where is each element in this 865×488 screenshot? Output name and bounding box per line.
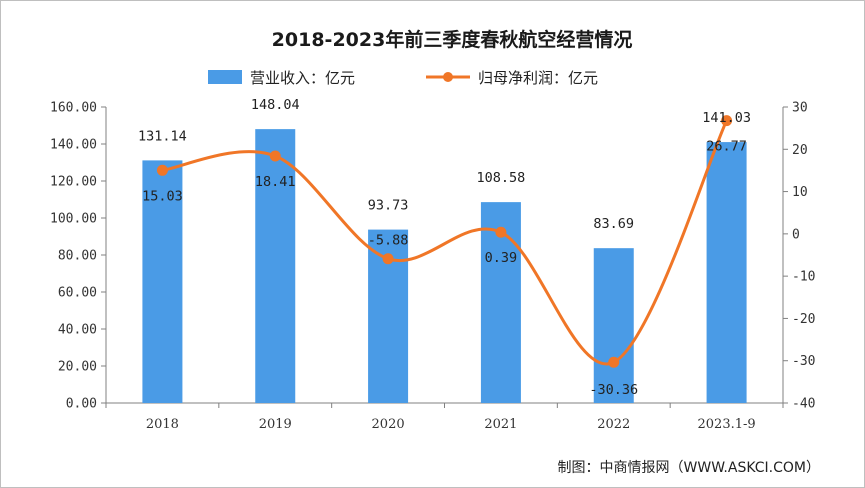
bars <box>142 129 747 404</box>
axes: 0.00 20.00 40.00 60.00 80.00 100.00 120.00 140.… <box>50 101 815 433</box>
revenue-bar <box>593 248 634 403</box>
profit-point <box>721 115 733 127</box>
y-left-tick-label: 120.00 <box>50 175 97 190</box>
y-left-tick-label: 0.00 <box>66 397 97 412</box>
profit-line-path <box>162 120 728 366</box>
revenue-value-label: 131.14 <box>138 128 187 144</box>
y-left-tick-label: 80.00 <box>58 249 97 264</box>
source-note: 制图：中商情报网（WWW.ASKCI.COM） <box>558 460 820 476</box>
profit-point <box>608 356 620 368</box>
revenue-value-label: 83.69 <box>593 216 634 232</box>
x-tick-label: 2019 <box>259 417 292 432</box>
profit-value-label: 18.41 <box>255 174 296 190</box>
y-right-tick-label: -20 <box>792 312 815 327</box>
x-tick-label: 2018 <box>146 417 179 432</box>
revenue-bar <box>706 142 747 404</box>
profit-value-label: 15.03 <box>142 188 183 204</box>
legend-marker-profit <box>443 72 453 82</box>
y-right-tick-label: 20 <box>792 143 808 158</box>
revenue-value-label: 141.03 <box>702 110 751 126</box>
revenue-bar <box>142 160 183 403</box>
y-left-tick-label: 20.00 <box>58 360 97 375</box>
y-right-tick-label: 0 <box>792 227 800 242</box>
y-left-tick-label: 140.00 <box>50 138 97 153</box>
y-right-tick-label: 30 <box>792 101 808 116</box>
revenue-value-label: 108.58 <box>477 170 526 186</box>
profit-value-label: -5.88 <box>368 233 409 249</box>
y-left-tick-label: 60.00 <box>58 286 97 301</box>
profit-point <box>495 226 507 238</box>
y-left-tick-label: 160.00 <box>50 101 97 116</box>
y-right-tick-label: -40 <box>792 397 815 412</box>
x-tick-label: 2020 <box>372 417 405 432</box>
y-left-tick-label: 100.00 <box>50 212 97 227</box>
profit-line <box>156 115 733 368</box>
revenue-bar <box>255 129 296 403</box>
x-tick-label: 2021 <box>484 417 517 432</box>
profit-point <box>269 150 281 162</box>
x-tick-label: 2022 <box>597 417 630 432</box>
revenue-value-label: 148.04 <box>251 97 300 113</box>
profit-point <box>156 164 168 176</box>
x-tick-label: 2023.1-9 <box>698 417 756 432</box>
legend-label-profit: 归母净利润：亿元 <box>478 69 598 87</box>
legend: 营业收入：亿元 归母净利润：亿元 <box>208 69 598 87</box>
revenue-value-label: 93.73 <box>368 198 409 214</box>
y-right-tick-label: -30 <box>792 354 815 369</box>
legend-label-revenue: 营业收入：亿元 <box>250 69 355 87</box>
y-left-tick-label: 40.00 <box>58 323 97 338</box>
data-labels: 131.14 148.04 93.73 108.58 83.69 141.03 15.03 1… <box>138 97 751 398</box>
y-right-tick-label: -10 <box>792 270 815 285</box>
profit-value-label: 26.77 <box>706 139 747 155</box>
y-right-tick-label: 10 <box>792 185 808 200</box>
chart-title: 2018-2023年前三季度春秋航空经营情况 <box>272 28 633 51</box>
profit-point <box>382 253 394 265</box>
legend-swatch-revenue <box>208 70 242 84</box>
profit-value-label: -30.36 <box>589 382 638 398</box>
profit-value-label: 0.39 <box>485 250 518 266</box>
